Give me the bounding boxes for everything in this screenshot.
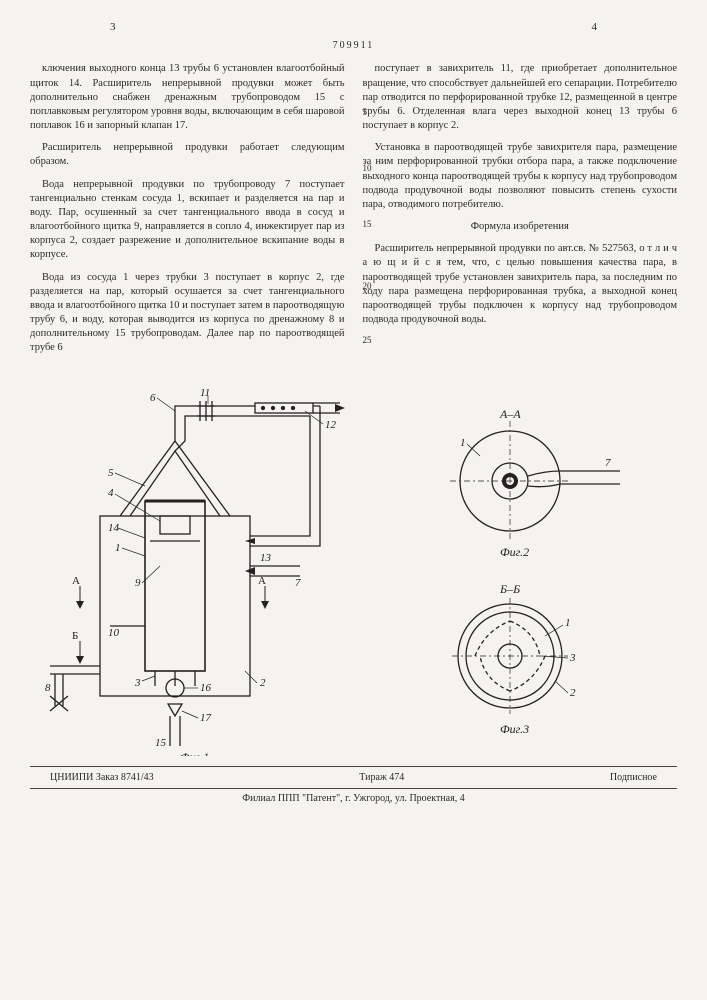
page-num-left: 3 <box>110 20 116 35</box>
fig1-ref-11: 11 <box>200 387 210 399</box>
figures-svg: 1 2 3 4 5 6 7 8 9 10 11 12 13 14 15 16 1 <box>30 376 670 756</box>
fig1-marker-A1: А <box>72 575 80 587</box>
footer-order: ЦНИИПИ Заказ 8741/43 <box>50 771 154 785</box>
footer: ЦНИИПИ Заказ 8741/43 Тираж 474 Подписное… <box>30 766 677 806</box>
footer-sub: Подписное <box>610 771 657 785</box>
fig3-ref-1: 1 <box>565 617 571 629</box>
fig1-ref-9: 9 <box>135 577 141 589</box>
left-p3: Вода непрерывной продувки по трубопровод… <box>30 178 345 263</box>
fig3-title: Б–Б <box>499 582 520 596</box>
fig1-ref-14: 14 <box>108 522 120 534</box>
right-column: 5 10 15 20 25 поступает в завихритель 11… <box>363 62 678 363</box>
fig2-ref-1: 1 <box>460 437 466 449</box>
footer-branch: Филиал ППП "Патент", г. Ужгород, ул. Про… <box>30 788 677 806</box>
fig1-ref-13: 13 <box>260 552 272 564</box>
fig1-ref-5: 5 <box>108 467 114 479</box>
document-number: 709911 <box>30 39 677 53</box>
fig3-ref-2: 2 <box>570 687 576 699</box>
fig1-ref-7: 7 <box>295 577 301 589</box>
figures-area: 1 2 3 4 5 6 7 8 9 10 11 12 13 14 15 16 1 <box>30 376 677 756</box>
footer-tirage: Тираж 474 <box>359 771 404 785</box>
figure-1: 1 2 3 4 5 6 7 8 9 10 11 12 13 14 15 16 1 <box>45 387 345 756</box>
fig1-ref-10: 10 <box>108 627 120 639</box>
line-num-5: 5 <box>363 106 368 118</box>
fig1-ref-2: 2 <box>260 677 266 689</box>
line-num-10: 10 <box>363 162 372 174</box>
fig2-label: Фиг.2 <box>500 545 529 559</box>
fig2-ref-7: 7 <box>605 457 611 469</box>
fig1-marker-A2: А <box>258 575 266 587</box>
left-p4: Вода из сосуда 1 через трубки 3 поступае… <box>30 271 345 356</box>
fig2-title: А–А <box>499 407 521 421</box>
fig3-label: Фиг.3 <box>500 722 529 736</box>
fig1-marker-B1: Б <box>72 630 78 642</box>
fig1-ref-6: 6 <box>150 392 156 404</box>
fig3-ref-3: 3 <box>569 652 576 664</box>
left-p2: Расширитель непрерывной продувки работае… <box>30 141 345 169</box>
fig1-ref-8: 8 <box>45 682 51 694</box>
fig1-ref-16: 16 <box>200 682 212 694</box>
left-column: ключения выходного конца 13 трубы 6 уста… <box>30 62 345 363</box>
left-p1: ключения выходного конца 13 трубы 6 уста… <box>30 62 345 133</box>
fig1-ref-3: 3 <box>134 677 141 689</box>
fig1-ref-12: 12 <box>325 419 337 431</box>
figure-2: А–А 1 7 Фиг.2 <box>450 407 620 559</box>
page-num-right: 4 <box>592 20 598 35</box>
fig1-label: Фиг.1 <box>180 750 209 756</box>
fig1-ref-17: 17 <box>200 712 212 724</box>
right-p2: Установка в пароотводящей трубе завихрит… <box>363 141 678 212</box>
fig1-ref-15: 15 <box>155 737 167 749</box>
right-p1: поступает в завихритель 11, где приобрет… <box>363 62 678 133</box>
line-num-20: 20 <box>363 280 372 292</box>
fig1-ref-1: 1 <box>115 542 121 554</box>
right-p3: Расширитель непрерывной продувки по авт.… <box>363 242 678 327</box>
figure-3: Б–Б 1 2 3 Фиг.3 <box>452 582 576 736</box>
line-num-15: 15 <box>363 218 372 230</box>
line-num-25: 25 <box>363 334 372 346</box>
claims-title: Формула изобретения <box>363 220 678 234</box>
page-numbers: 3 4 <box>30 20 677 35</box>
text-columns: ключения выходного конца 13 трубы 6 уста… <box>30 62 677 363</box>
fig1-ref-4: 4 <box>108 487 114 499</box>
